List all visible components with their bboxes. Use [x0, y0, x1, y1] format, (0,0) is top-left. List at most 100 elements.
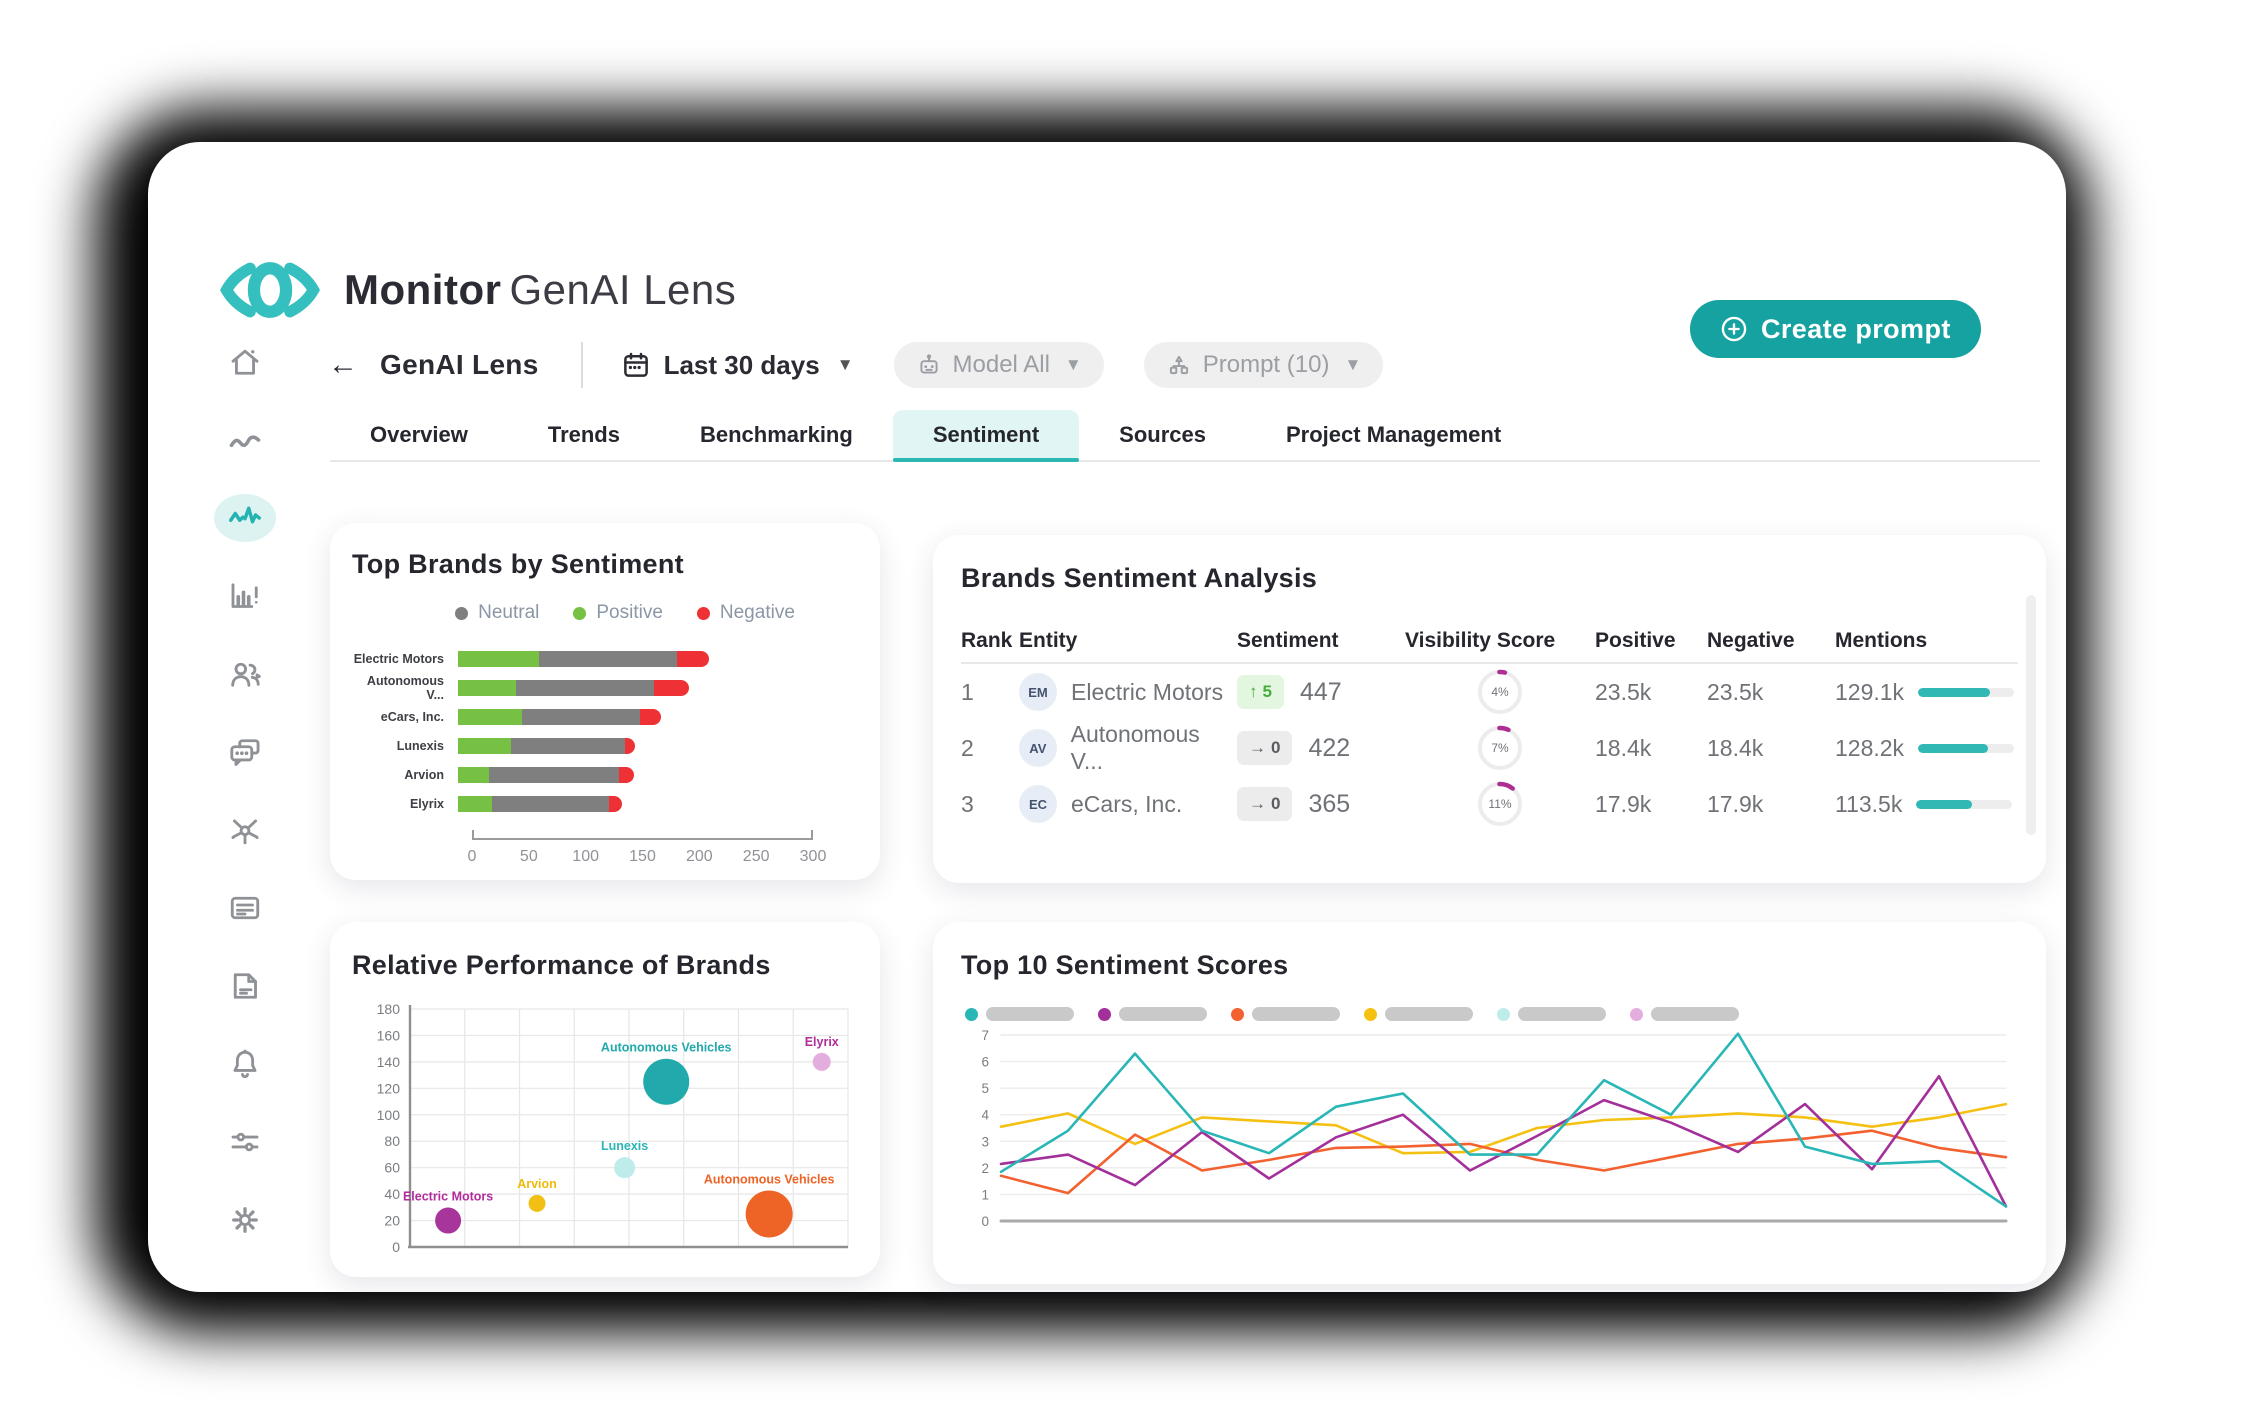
- bar-segment-neutral: [521, 708, 640, 725]
- legend-label: Neutral: [478, 602, 540, 623]
- legend-item-1: [965, 1007, 1074, 1021]
- table-header-row: Rank Entity Sentiment Visibility Score Posit…: [961, 620, 2018, 664]
- document-icon: [233, 973, 257, 999]
- sidebar-item-home[interactable]: [214, 338, 276, 386]
- y-tick-label: 5: [981, 1081, 989, 1096]
- bar-segment-negative: [619, 766, 635, 783]
- trend-line-icon: [229, 435, 261, 448]
- date-range-picker[interactable]: Last 30 days ▼: [621, 350, 854, 381]
- trend-badge: → 0: [1237, 731, 1293, 765]
- y-tick-label: 60: [384, 1160, 400, 1176]
- sentiment-cell: → 0 422: [1237, 731, 1405, 765]
- bar-category-label: Elyrix: [409, 796, 444, 811]
- tab-sentiment[interactable]: Sentiment: [892, 410, 1080, 462]
- robot-icon: [919, 354, 938, 374]
- sidebar-item-chat-bubbles[interactable]: [214, 728, 276, 776]
- sidebar-item-sliders[interactable]: [214, 1118, 276, 1166]
- entity-cell: EC eCars, Inc.: [1019, 785, 1237, 823]
- sidebar-item-bar-chart-alert[interactable]: [214, 572, 276, 620]
- tab-benchmarking[interactable]: Benchmarking: [699, 422, 853, 447]
- entity-cell: AV Autonomous V...: [1019, 721, 1237, 775]
- legend-item-positive: Positive: [573, 602, 663, 624]
- table-scrollbar[interactable]: [2026, 595, 2036, 835]
- negative-cell: 17.9k: [1707, 790, 1764, 817]
- bar-segment-positive: [458, 737, 512, 754]
- legend-label: Positive: [596, 602, 663, 623]
- bubble-autonomous-vehicles: [745, 1190, 793, 1238]
- entity-name: Autonomous V...: [1070, 721, 1200, 774]
- mentions-bar-fill: [1918, 743, 1989, 753]
- chat-bubbles-icon: [230, 739, 260, 766]
- home-icon: [231, 349, 259, 375]
- toolbar-divider: [580, 342, 583, 388]
- model-filter-button[interactable]: Model All ▼: [893, 342, 1104, 388]
- column-header-positive: Positive: [1595, 629, 1676, 652]
- app-title: Monitor GenAI Lens: [344, 266, 736, 314]
- x-tick-label: 250: [742, 848, 770, 865]
- back-arrow-icon[interactable]: ←: [328, 348, 358, 381]
- sidebar-item-users[interactable]: [214, 650, 276, 698]
- line-series-teal: [999, 1032, 2008, 1208]
- x-tick-label: 300: [799, 848, 827, 865]
- sidebar-item-gear[interactable]: [214, 1196, 276, 1244]
- mentions-bar: [1918, 687, 2015, 697]
- bar-row: Electric Motors: [352, 644, 858, 673]
- x-tick-label: 100: [572, 848, 600, 865]
- bar-segment-positive: [458, 650, 539, 667]
- hierarchy-icon: [1169, 355, 1188, 375]
- bar-row: Autonomous V...: [352, 673, 858, 702]
- bar-segment-positive: [458, 766, 489, 783]
- y-tick-label: 160: [377, 1027, 401, 1043]
- mentions-value: 129.1k: [1835, 678, 1905, 705]
- users-icon: [231, 662, 261, 687]
- y-tick-label: 2: [981, 1161, 989, 1176]
- legend-item-3: [1231, 1007, 1340, 1021]
- table-row[interactable]: 2 AV Autonomous V... → 0 422 7% 18.4k 18.4k 128.2…: [961, 720, 2018, 776]
- bar-segment-negative: [639, 708, 662, 725]
- pulse-icon: [229, 506, 261, 524]
- prompt-filter-label: Prompt (10): [1202, 351, 1330, 378]
- column-header-visibility-score: Visibility Score: [1405, 629, 1556, 652]
- legend-label-redacted: [1252, 1007, 1340, 1021]
- bar-category-label: Autonomous V...: [366, 673, 444, 702]
- bar-segment-negative: [653, 679, 689, 696]
- tab-trends[interactable]: Trends: [547, 422, 620, 447]
- tab-overview[interactable]: Overview: [370, 422, 468, 447]
- sentiment-score: 365: [1308, 789, 1351, 818]
- mentions-cell: 129.1k: [1835, 679, 2018, 706]
- create-prompt-button[interactable]: Create prompt: [1690, 300, 1981, 358]
- bubble-label: Elyrix: [805, 1035, 839, 1049]
- bar-track: [458, 737, 830, 754]
- toolbar: ← GenAI Lens Last 30 days ▼ M: [328, 340, 1384, 390]
- tab-project-management[interactable]: Project Management: [1286, 422, 1502, 447]
- bar-category-label: Electric Motors: [353, 651, 444, 666]
- sidebar-item-document[interactable]: [214, 962, 276, 1010]
- sentiment-score: 422: [1308, 733, 1351, 762]
- y-tick-label: 80: [384, 1133, 400, 1149]
- line-series-yellow: [999, 1102, 2008, 1155]
- gauge-ring: [1477, 725, 1523, 771]
- sidebar-item-trend-line[interactable]: [214, 416, 276, 464]
- sidebar-item-bell[interactable]: [214, 1040, 276, 1088]
- bubble-label: Autonomous Vehicles: [601, 1041, 732, 1055]
- sidebar-item-network-hub[interactable]: [214, 806, 276, 854]
- bar-segment-neutral: [488, 766, 620, 783]
- prompt-filter-button[interactable]: Prompt (10) ▼: [1143, 342, 1384, 388]
- trend-value: 5: [1262, 682, 1272, 701]
- mentions-bar: [1918, 743, 2015, 753]
- bar-chart-axis: 0 50 100 150 200 250 300: [468, 830, 826, 872]
- product-name: GenAI Lens: [509, 266, 737, 313]
- rank-cell: 2: [961, 734, 974, 761]
- sidebar-item-list-card[interactable]: [214, 884, 276, 932]
- bubble-label: Autonomous Vehicles: [704, 1172, 835, 1186]
- x-tick-label: 150: [629, 848, 656, 865]
- sidebar-item-pulse[interactable]: [214, 494, 276, 542]
- table-row[interactable]: 3 EC eCars, Inc. → 0 365 11% 17.9k 17.9k 113.5k: [961, 776, 2018, 832]
- trend-value: 0: [1271, 794, 1281, 813]
- trend-badge: → 0: [1237, 787, 1293, 821]
- bar-segment-neutral: [492, 795, 610, 812]
- table-row[interactable]: 1 EM Electric Motors ↑ 5 447 4% 23.5k 23.5k 129.1…: [961, 664, 2018, 720]
- tab-sources[interactable]: Sources: [1119, 422, 1206, 447]
- mentions-value: 113.5k: [1835, 790, 1903, 817]
- positive-cell: 18.4k: [1595, 734, 1652, 761]
